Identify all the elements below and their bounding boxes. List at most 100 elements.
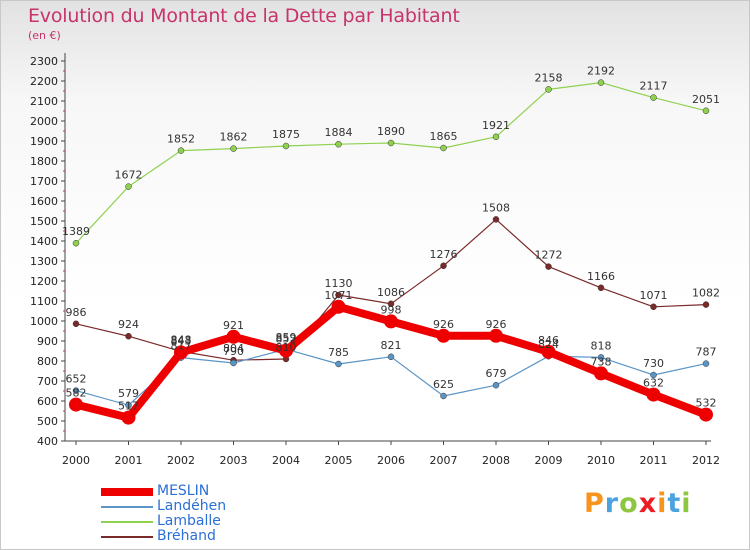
logo-letter: x: [638, 488, 658, 519]
data-point-landehen: [492, 381, 500, 389]
data-label-brehand: 1130: [325, 277, 353, 290]
data-label-lamballe: 2051: [692, 93, 720, 106]
data-label-lamballe: 1884: [325, 126, 353, 139]
data-point-meslin: [331, 299, 346, 314]
data-point-brehand: [492, 216, 500, 223]
data-label-meslin: 632: [643, 377, 664, 390]
x-tick-label: 2002: [167, 454, 195, 467]
data-label-brehand: 804: [223, 342, 244, 355]
y-tick-label: 900: [37, 335, 58, 348]
x-tick-label: 2001: [115, 454, 143, 467]
series-layer: [69, 79, 713, 425]
legend-label-lamballe: Lamballe: [157, 513, 221, 529]
x-tick-label: 2008: [482, 454, 510, 467]
y-tick-label: 1900: [30, 135, 58, 148]
x-tick-label: 2003: [220, 454, 248, 467]
data-label-lamballe: 1875: [272, 128, 300, 141]
data-label-lamballe: 1672: [115, 169, 143, 182]
x-tick-label: 2006: [377, 454, 405, 467]
y-tick-label: 1800: [30, 155, 58, 168]
y-tick-label: 1200: [30, 275, 58, 288]
data-label-brehand: 810: [276, 341, 297, 354]
data-point-brehand: [335, 291, 342, 299]
y-tick-label: 2300: [30, 55, 58, 68]
y-axis: 400 500 600 700 800 900 1000 1100 1200 1300 1400 15…: [30, 53, 66, 448]
data-point-lamballe: [440, 144, 447, 152]
data-point-brehand: [387, 300, 395, 308]
y-tick-label: 400: [37, 435, 58, 448]
data-point-meslin: [69, 397, 83, 412]
data-label-brehand: 1508: [482, 201, 510, 214]
legend-label-landehen: Landéhen: [157, 498, 227, 514]
data-label-landehen: 859: [276, 331, 297, 344]
data-point-landehen: [125, 401, 132, 409]
x-tick-label: 2005: [325, 454, 353, 467]
y-tick-label: 1100: [30, 295, 58, 308]
y-tick-label: 1300: [30, 255, 58, 268]
y-tick-label: 500: [37, 415, 58, 428]
y-tick-label: 1000: [30, 315, 58, 328]
data-point-meslin: [226, 329, 241, 344]
data-label-brehand: 848: [171, 333, 192, 346]
data-label-landehen: 652: [66, 373, 87, 386]
data-point-lamballe: [492, 133, 500, 141]
y-tick-label: 2000: [30, 115, 58, 128]
legend-label-brehand: Bréhand: [157, 528, 216, 544]
data-label-brehand: 1166: [587, 270, 615, 283]
data-point-meslin: [121, 410, 136, 425]
data-label-landehen: 679: [486, 367, 507, 380]
data-point-landehen: [440, 392, 447, 400]
data-point-meslin: [646, 387, 661, 402]
data-label-brehand: 1276: [430, 248, 458, 261]
data-point-brehand: [545, 263, 552, 270]
data-label-meslin: 843: [171, 334, 192, 347]
data-label-landehen: 818: [591, 339, 612, 352]
data-label-brehand: 924: [118, 318, 139, 331]
data-point-meslin: [279, 343, 293, 358]
data-point-landehen: [597, 354, 605, 361]
legend-item-landehen: Landéhen: [101, 499, 226, 514]
data-label-landehen: 821: [381, 339, 402, 352]
data-labels: 986 924 848 804 810 1130 1086 1276 1508 1272 1166 1…: [62, 65, 720, 413]
data-label-landehen: 824: [538, 338, 559, 351]
data-label-landehen: 787: [696, 346, 717, 359]
x-tick-label: 2000: [62, 454, 90, 467]
data-label-brehand: 1071: [640, 289, 668, 302]
chart-unit: (en €): [28, 29, 61, 42]
x-tick-label: 2004: [272, 454, 300, 467]
data-label-lamballe: 1862: [220, 131, 248, 144]
data-point-landehen: [335, 360, 342, 368]
data-label-brehand: 1082: [692, 287, 720, 300]
data-label-lamballe: 1865: [430, 130, 458, 143]
data-label-landehen: 790: [223, 345, 244, 358]
data-label-meslin: 852: [276, 333, 297, 346]
x-axis: 2000 2001 2002 2003 2004 2005 2006 2007 2008 2009…: [62, 440, 720, 467]
data-point-lamballe: [335, 140, 342, 148]
logo-letter: P: [584, 488, 605, 519]
data-point-lamballe: [72, 239, 80, 247]
x-tick-label: 2007: [430, 454, 458, 467]
y-tick-label: 1400: [30, 235, 58, 248]
data-point-lamballe: [177, 147, 185, 154]
legend: MESLIN Landéhen Lamballe Bréhand: [101, 484, 226, 544]
legend-label-meslin: MESLIN: [157, 483, 210, 499]
data-label-landehen: 817: [171, 340, 192, 353]
logo-letter: o: [619, 488, 639, 519]
data-label-landehen: 730: [643, 357, 664, 370]
data-label-meslin: 921: [223, 319, 244, 332]
data-point-brehand: [440, 262, 447, 270]
data-point-landehen: [650, 371, 657, 379]
x-tick-label: 2012: [692, 454, 720, 467]
data-point-meslin: [384, 314, 398, 329]
data-point-landehen: [387, 353, 395, 361]
data-point-meslin: [541, 344, 556, 359]
series-line-lamballe: [75, 81, 707, 244]
data-point-brehand: [702, 301, 710, 308]
data-point-meslin: [699, 407, 713, 422]
y-tick-label: 700: [37, 375, 58, 388]
data-label-meslin: 738: [591, 355, 612, 368]
y-tick-label: 600: [37, 395, 58, 408]
data-point-meslin: [489, 328, 503, 343]
data-point-meslin: [174, 345, 188, 360]
